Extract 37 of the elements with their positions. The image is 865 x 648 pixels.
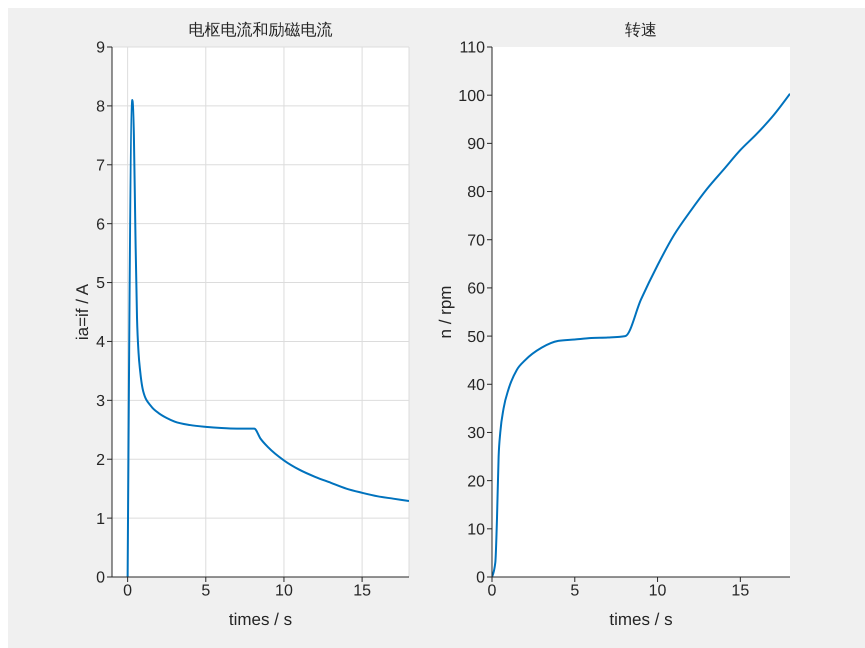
x-tick-label: 10 [275,582,293,600]
y-tick-label: 0 [96,570,106,587]
y-tick-label: 0 [476,570,486,587]
y-tick-label: 10 [467,522,486,538]
x-tick-label: 5 [201,582,210,600]
y-tick-label: 100 [458,88,486,105]
x-tick-label: 5 [570,582,580,600]
y-tick-label: 70 [467,232,486,250]
y-axis-title: n / rpm [436,286,456,338]
y-tick-label: 90 [467,136,486,154]
y-tick-label: 1 [96,510,106,528]
chart-title: 电枢电流和励磁电流 [188,20,334,41]
y-tick-label: 80 [467,184,486,202]
y-tick-label: 9 [96,40,106,57]
x-tick-label: 0 [488,582,497,600]
x-tick-label: 15 [731,582,750,600]
x-tick-label: 0 [123,582,132,600]
y-tick-label: 110 [459,40,486,57]
x-axis-title: times / s [609,610,673,629]
x-tick-label: 10 [648,582,667,600]
y-tick-label: 7 [96,157,106,174]
y-tick-label: 2 [96,452,106,469]
y-tick-label: 50 [467,328,486,346]
y-tick-label: 30 [467,425,486,442]
y-tick-label: 60 [467,280,486,298]
line-series [126,99,409,577]
y-tick-label: 40 [467,376,486,394]
x-axis-title: times / s [228,610,292,629]
y-tick-label: 3 [96,393,106,410]
y-tick-label: 5 [96,275,106,292]
y-tick-label: 6 [96,216,106,234]
chart-title: 转速 [624,20,658,41]
y-tick-label: 8 [96,98,106,116]
y-axis-title: ia=if / A [73,283,92,340]
y-tick-label: 20 [467,473,486,490]
x-tick-label: 15 [353,582,372,600]
y-tick-label: 4 [96,334,106,352]
